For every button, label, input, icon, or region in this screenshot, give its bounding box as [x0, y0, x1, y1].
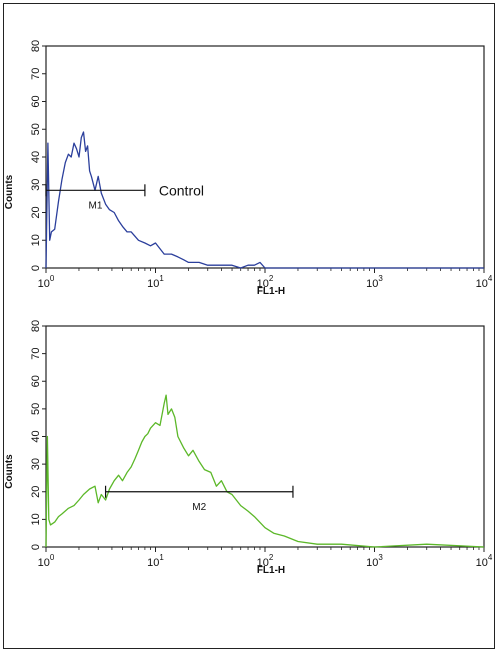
y-tick-label: 70 — [30, 348, 42, 360]
x-tick-label-base: 10 — [366, 557, 378, 569]
x-tick-label: 104 — [476, 274, 493, 290]
x-tick-label-exponent: 1 — [159, 274, 164, 283]
x-tick-label-exponent: 4 — [488, 274, 493, 283]
y-tick-label: 0 — [30, 544, 42, 550]
x-axis-title: FL1-H — [257, 286, 285, 297]
histogram-trace — [45, 131, 484, 269]
x-tick-label-base: 10 — [38, 278, 50, 290]
x-tick-label-base: 10 — [257, 278, 269, 290]
y-tick-label: 80 — [30, 320, 42, 332]
x-tick-label: 103 — [366, 553, 383, 569]
y-tick-label: 30 — [30, 179, 42, 191]
x-tick-label-exponent: 4 — [488, 553, 493, 562]
x-tick-label: 102 — [257, 553, 274, 569]
x-tick-label-base: 10 — [366, 278, 378, 290]
y-tick-label: 40 — [30, 151, 42, 163]
y-tick-label: 30 — [30, 458, 42, 470]
y-tick-label: 80 — [30, 40, 42, 52]
x-tick-label-exponent: 2 — [269, 274, 274, 283]
y-tick-label: 50 — [30, 403, 42, 415]
y-tick-label: 40 — [30, 430, 42, 442]
x-tick-label: 101 — [147, 274, 164, 290]
y-tick-label: 60 — [30, 95, 42, 107]
marker-label: M2 — [192, 502, 206, 513]
x-tick-label-base: 10 — [147, 278, 159, 290]
x-tick-label: 101 — [147, 553, 164, 569]
x-tick-label-base: 10 — [147, 557, 159, 569]
plot-area-border — [45, 325, 485, 548]
y-tick-label: 50 — [30, 123, 42, 135]
y-tick-label: 20 — [30, 486, 42, 498]
x-tick-label: 103 — [366, 274, 383, 290]
y-tick-label: 70 — [30, 68, 42, 80]
y-tick-label: 10 — [30, 513, 42, 525]
x-tick-label: 102 — [257, 274, 274, 290]
x-tick-label-exponent: 0 — [50, 553, 55, 562]
y-axis-title: Counts — [4, 454, 15, 489]
x-tick-label-base: 10 — [257, 557, 269, 569]
marker-label: M1 — [88, 200, 102, 211]
x-tick-label-exponent: 2 — [269, 553, 274, 562]
y-tick-label: 0 — [30, 265, 42, 271]
x-tick-label: 100 — [38, 553, 55, 569]
plot-area-border — [45, 45, 485, 269]
x-tick-label-exponent: 3 — [378, 274, 383, 283]
x-tick-label-exponent: 3 — [378, 553, 383, 562]
y-tick-label: 60 — [30, 375, 42, 387]
x-tick-label: 100 — [38, 274, 55, 290]
x-axis-title: FL1-H — [257, 565, 285, 576]
y-tick-label: 20 — [30, 206, 42, 218]
control-annotation: Control — [159, 182, 204, 198]
x-tick-label-base: 10 — [476, 278, 488, 290]
x-tick-label-base: 10 — [38, 557, 50, 569]
x-tick-label-base: 10 — [476, 557, 488, 569]
y-tick-label: 10 — [30, 234, 42, 246]
y-axis-title: Counts — [4, 174, 15, 209]
histogram-trace — [45, 394, 485, 548]
x-tick-label: 104 — [476, 553, 493, 569]
x-tick-label-exponent: 0 — [50, 274, 55, 283]
x-tick-label-exponent: 1 — [159, 553, 164, 562]
